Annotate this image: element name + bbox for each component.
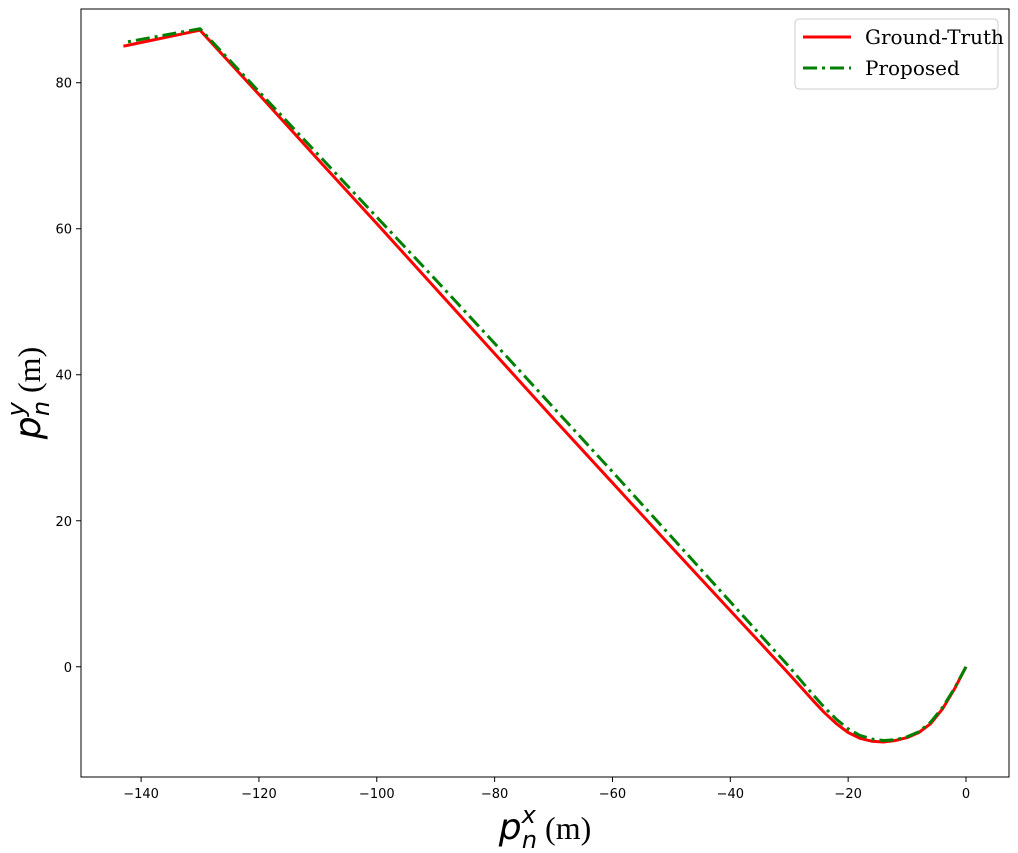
y-axis-ticks: 0 20 40 60 80 [55,77,81,676]
y-axis-label: pyn (m) [2,347,55,440]
x-tick-label: −40 [717,787,744,802]
plot-frame [80,8,1010,778]
x-tick-label: −140 [123,787,159,802]
x-tick-label: −100 [359,787,395,802]
x-axis-label: px n (m) [498,801,591,853]
x-axis-subscript: n [522,826,537,853]
legend: Ground-Truth Proposed [794,18,1004,90]
y-tick-label: 20 [55,515,72,530]
x-tick-label: −80 [481,787,508,802]
y-tick-label: 0 [64,661,72,676]
y-axis-superscript: y [2,401,30,417]
x-axis-symbol: p [498,807,522,848]
y-axis-symbol: p [8,416,49,440]
y-tick-label: 80 [55,77,72,92]
x-tick-label: 0 [962,787,970,802]
y-tick-label: 60 [55,223,72,238]
y-axis-unit: (m) [11,347,47,393]
x-tick-label: −20 [834,787,861,802]
x-axis-superscript: x [521,801,537,829]
y-axis-subscript: n [27,401,55,416]
legend-label-proposed: Proposed [865,56,960,80]
y-tick-label: 40 [55,369,72,384]
x-axis-unit: (m) [545,810,591,846]
legend-label-ground-truth: Ground-Truth [865,25,1004,49]
x-tick-label: −120 [241,787,277,802]
x-tick-label: −60 [599,787,626,802]
x-axis-ticks: −140 −120 −100 −80 −60 −40 −20 0 [123,777,970,802]
series-layer [123,27,968,744]
series-line-proposed [123,27,968,742]
